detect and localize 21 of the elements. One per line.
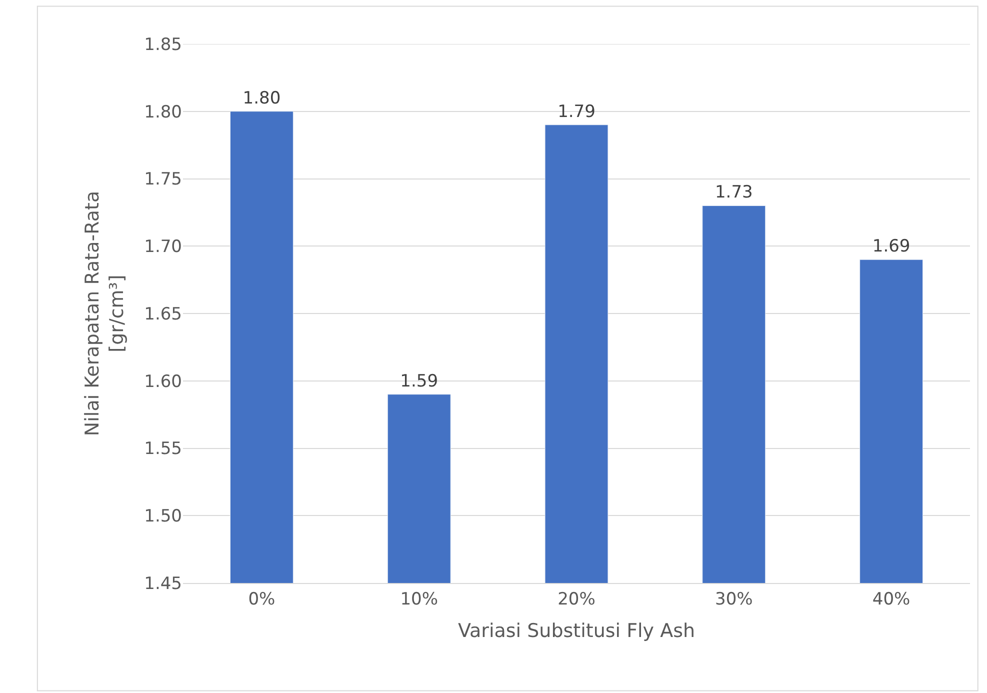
text: 1.60	[144, 372, 182, 392]
data-label: 1.69	[872, 236, 910, 257]
text: 1.80	[144, 102, 182, 122]
x-axis-title: Variasi Substitusi Fly Ash	[458, 620, 696, 642]
text: 1.70	[144, 237, 182, 258]
data-label: 1.73	[714, 182, 753, 203]
y-axis-title: Nilai Kerapatan Rata-Rata [gr/cm³]	[81, 190, 128, 436]
x-tick-label: 0%	[248, 589, 276, 610]
x-tick-label: 20%	[558, 589, 596, 610]
x-tick-label: 10%	[400, 589, 438, 610]
x-tick-label: 30%	[715, 589, 753, 610]
text: 1.45	[144, 574, 182, 594]
data-label: 1.79	[558, 102, 596, 122]
data-label: 1.80	[242, 88, 281, 108]
data-label: 1.59	[400, 371, 438, 392]
text: 1.65	[144, 304, 182, 324]
text: 1.50	[144, 506, 182, 527]
x-tick-label: 40%	[872, 589, 910, 610]
text: 1.55	[144, 439, 182, 460]
text: 1.85	[144, 34, 182, 55]
text: 1.75	[144, 170, 182, 190]
